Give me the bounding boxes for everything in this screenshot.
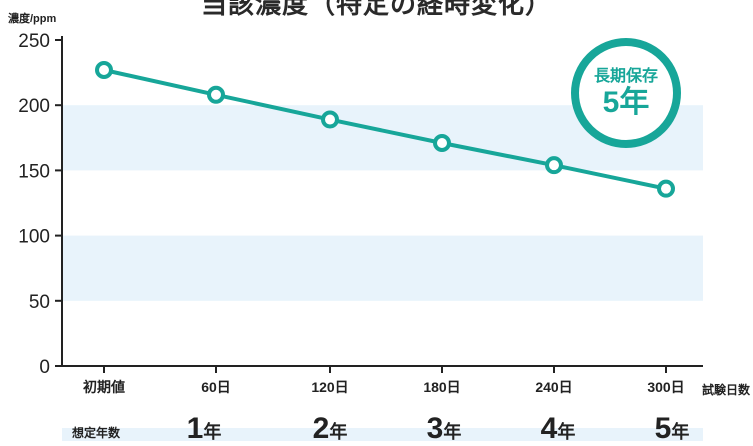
x-tick-label: 60日	[201, 379, 231, 395]
series-line	[103, 68, 667, 191]
y-tick-label: 250	[18, 31, 50, 52]
badge-label: 長期保存	[593, 67, 658, 85]
data-point	[545, 156, 563, 175]
y-axis-label: 濃度/ppm	[8, 13, 57, 25]
chart-title: 当該濃度（特定の経時変化）	[200, 0, 552, 19]
data-point	[321, 110, 339, 129]
badge-value: 5年	[602, 86, 650, 120]
year-item: 4年	[540, 412, 576, 445]
x-tick-label: 180日	[423, 379, 460, 395]
x-tick-label: 初期値	[83, 379, 125, 395]
year-item: 2年	[312, 412, 348, 445]
grid-band	[62, 235, 703, 301]
y-tick-label: 100	[18, 227, 50, 248]
data-point	[657, 179, 675, 198]
x-tick-label: 120日	[311, 379, 348, 395]
data-point	[95, 60, 113, 79]
data-point	[207, 85, 225, 104]
year-item: 5年	[654, 412, 690, 445]
y-tick-label: 200	[18, 96, 50, 117]
y-tick-label: 50	[29, 292, 50, 313]
data-point	[433, 134, 451, 153]
year-item: 3年	[426, 412, 462, 445]
x-tick-label: 240日	[535, 379, 572, 395]
y-tick-label: 150	[18, 161, 50, 182]
storage-badge: 長期保存 5年	[571, 38, 681, 148]
x-axis-label: 試験日数	[702, 383, 751, 397]
years-row-label: 想定年数	[72, 426, 121, 440]
y-tick-label: 0	[39, 357, 50, 378]
year-item: 1年	[186, 412, 222, 445]
x-tick-label: 300日	[647, 379, 684, 395]
years-band	[62, 428, 703, 441]
